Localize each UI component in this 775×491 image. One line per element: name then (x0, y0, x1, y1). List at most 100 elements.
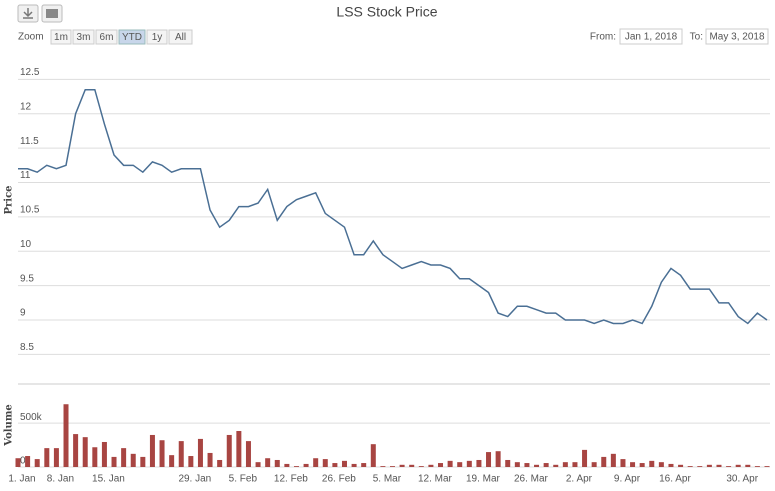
chart-title: LSS Stock Price (336, 4, 437, 20)
volume-bar (34, 459, 40, 467)
volume-bar (735, 464, 741, 467)
x-tick-label: 8. Jan (47, 474, 74, 485)
y2-tick-label: 500k (20, 412, 43, 423)
volume-bar (44, 448, 50, 467)
volume-bar (25, 456, 31, 467)
volume-bar (351, 463, 357, 467)
y-tick-label: 10 (20, 239, 32, 250)
zoom-button[interactable] (50, 29, 72, 45)
volume-bar (534, 464, 540, 467)
volume-bar (428, 464, 434, 467)
y-tick-label: 11 (20, 170, 31, 181)
x-tick-label: 5. Mar (373, 474, 402, 485)
zoom-button-label[interactable]: 3m (77, 32, 91, 43)
x-tick-label: 26. Feb (322, 474, 356, 485)
export-print[interactable] (17, 4, 63, 23)
volume-bar (764, 466, 770, 467)
volume-bar (245, 441, 251, 467)
to-input[interactable] (705, 28, 769, 45)
volume-bar (658, 462, 664, 467)
download-icon (23, 8, 33, 19)
to-value[interactable]: May 3, 2018 (709, 32, 764, 43)
volume-bar (399, 464, 405, 467)
zoom-button[interactable] (118, 29, 146, 45)
volume-bar (236, 431, 242, 467)
volume-bar (678, 464, 684, 467)
volume-bar (466, 460, 472, 467)
volume-bar (553, 464, 559, 467)
volume-bar (149, 434, 155, 467)
volume-bar (169, 455, 175, 467)
volume-bar (697, 466, 703, 467)
zoom-label: Zoom (18, 32, 44, 43)
volume-bar (754, 466, 760, 467)
zoom-button-label[interactable]: All (175, 32, 186, 43)
zoom-button[interactable] (168, 29, 193, 45)
from-input[interactable] (619, 28, 683, 45)
x-tick-label: 15. Jan (92, 474, 125, 485)
volume-bar (63, 404, 69, 467)
volume-bar (457, 462, 463, 467)
x-tick-label: 12. Mar (418, 474, 453, 485)
volume-bar (495, 451, 501, 467)
x-tick-label: 12. Feb (274, 474, 308, 485)
volume-bar (265, 458, 271, 467)
zoom-button-label[interactable]: 1y (152, 32, 163, 43)
y-tick-label: 12.5 (20, 67, 40, 78)
volume-bar (639, 463, 645, 467)
y-tick-label: 9.5 (20, 273, 34, 284)
volume-bar (130, 453, 136, 467)
volume-bar (438, 463, 444, 467)
y2-tick-label: 0 (20, 456, 26, 467)
volume-bar (178, 441, 184, 467)
x-tick-label: 1. Jan (8, 474, 35, 485)
zoom-button[interactable] (72, 29, 95, 45)
volume-bar (53, 448, 59, 467)
volume-bar (505, 459, 511, 467)
volume-bar (303, 463, 309, 467)
print-icon (46, 9, 58, 18)
volume-bar (543, 463, 549, 467)
volume-bar (745, 464, 751, 467)
y-tick-label: 8.5 (20, 342, 34, 353)
volume-bar (341, 460, 347, 467)
volume-bar (92, 447, 98, 467)
zoom-button-label[interactable]: YTD (122, 32, 142, 43)
volume-bar (197, 438, 203, 467)
zoom-button-label[interactable]: 6m (100, 32, 114, 43)
y2-axis-title: Volume (4, 404, 15, 447)
from-value[interactable]: Jan 1, 2018 (625, 32, 678, 43)
volume-bar (313, 458, 319, 467)
volume-bar (274, 459, 280, 467)
zoom-button-label[interactable]: 1m (54, 32, 68, 43)
volume-bar (293, 466, 299, 467)
x-tick-label: 5. Feb (229, 474, 258, 485)
volume-bar (121, 448, 127, 467)
volume-bar (390, 466, 395, 467)
x-tick-label: 26. Mar (514, 474, 549, 485)
x-tick-label: 19. Mar (466, 474, 501, 485)
volume-bar (207, 452, 213, 467)
volume-bar (572, 462, 578, 467)
volume-bar (73, 434, 79, 467)
volume-bar (649, 460, 655, 467)
volume-bar (610, 453, 616, 467)
volume-bar (188, 456, 194, 467)
volume-bar (217, 459, 223, 467)
volume-bar (486, 452, 492, 467)
volume-bar (322, 459, 328, 467)
volume-bar (668, 463, 674, 467)
volume-bar (562, 462, 568, 467)
volume-bar (284, 463, 290, 467)
zoom-button[interactable] (146, 29, 168, 45)
volume-bar (101, 441, 107, 467)
volume-bar (82, 437, 88, 467)
volume-bar (255, 462, 261, 467)
volume-bar (418, 466, 424, 467)
zoom-button[interactable] (95, 29, 118, 45)
x-tick-label: 9. Apr (614, 474, 641, 485)
volume-bar (582, 449, 588, 467)
volume-bar (591, 462, 597, 467)
volume-bar (476, 459, 482, 467)
volume-bar (620, 459, 626, 467)
